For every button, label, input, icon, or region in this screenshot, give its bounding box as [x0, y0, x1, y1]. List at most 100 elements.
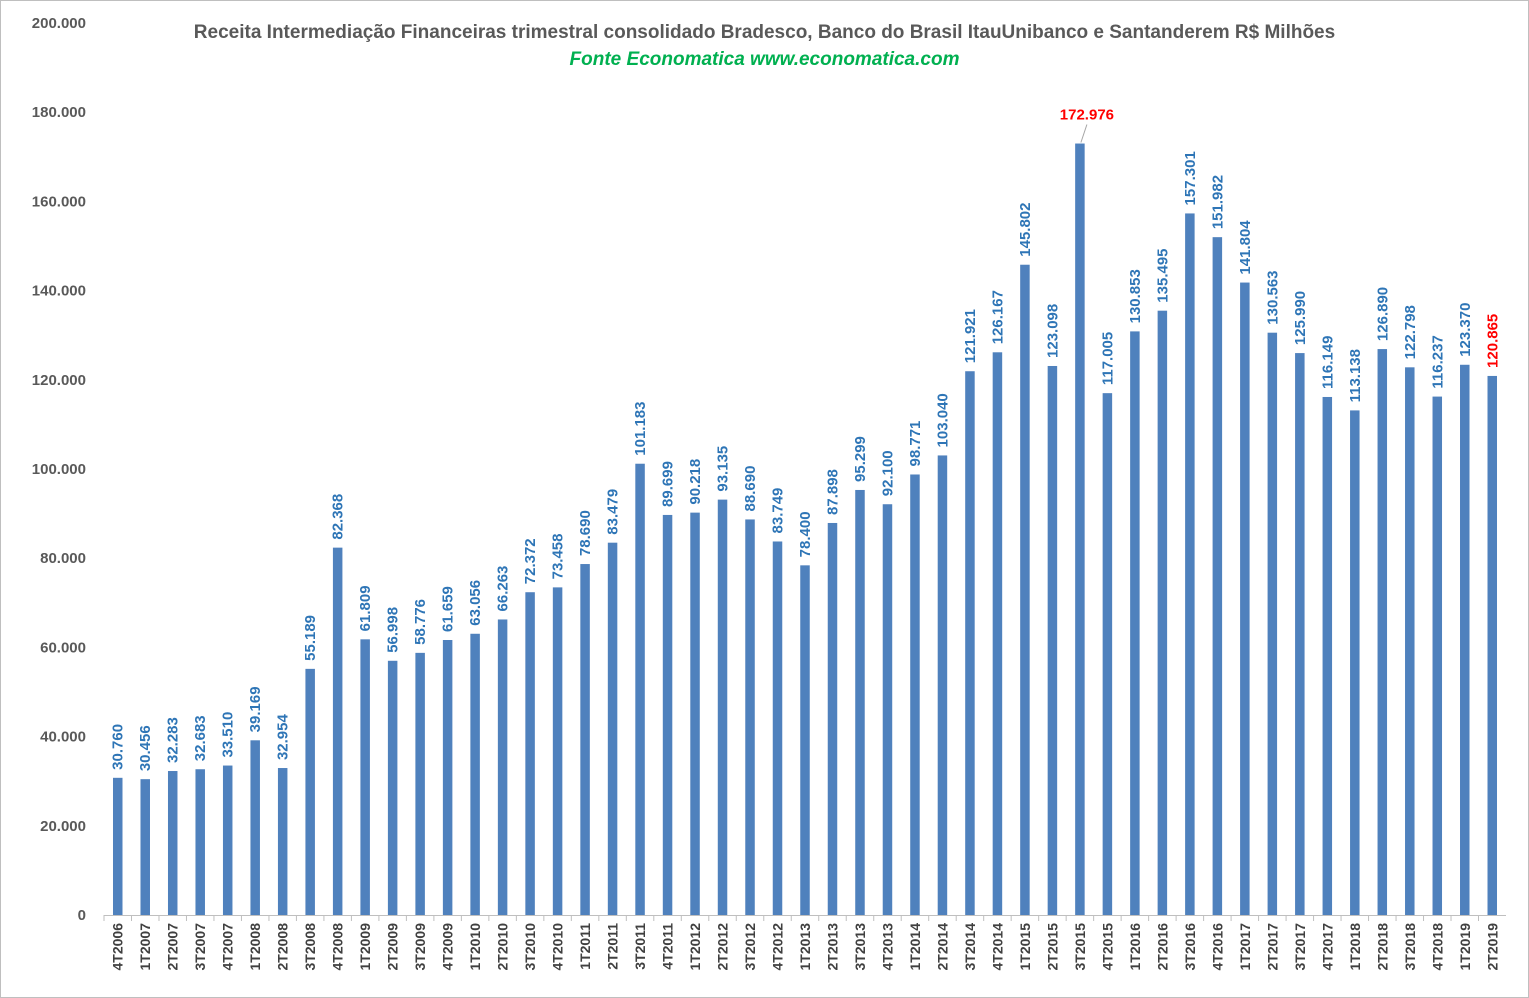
bar [1020, 264, 1030, 915]
bar [1405, 367, 1415, 915]
bar [1157, 310, 1168, 916]
bar [1212, 237, 1223, 915]
data-label: 117.005 [1099, 332, 1116, 385]
data-label: 63.056 [467, 580, 484, 626]
bar [882, 504, 893, 915]
x-tick-label: 1T2010 [467, 923, 483, 971]
data-label: 32.283 [165, 717, 182, 763]
bar [470, 633, 480, 915]
x-tick-label: 3T2018 [1402, 923, 1418, 971]
bar [1130, 331, 1140, 915]
bar [332, 547, 343, 915]
data-label: 78.690 [577, 510, 594, 556]
data-label: 126.167 [989, 290, 1006, 344]
data-label: 66.263 [495, 566, 512, 612]
bar [360, 639, 370, 915]
leader-line [1080, 124, 1088, 143]
bar [415, 652, 425, 915]
bar [222, 765, 233, 915]
bar [112, 777, 123, 915]
bar [525, 592, 535, 915]
x-tick-label: 3T2011 [632, 923, 648, 970]
y-tick-label: 120.000 [32, 372, 86, 389]
y-tick-label: 20.000 [40, 818, 86, 835]
bar [910, 474, 920, 915]
y-tick-label: 100.000 [32, 461, 86, 478]
bar [552, 587, 563, 915]
data-label: 116.237 [1429, 335, 1446, 388]
x-tick-label: 4T2006 [110, 923, 126, 971]
bar [1295, 353, 1305, 915]
bar [195, 769, 205, 915]
data-label: 82.368 [330, 494, 347, 540]
data-label: 88.690 [742, 466, 759, 512]
data-label: 56.998 [385, 607, 402, 653]
x-tick-label: 3T2007 [192, 923, 208, 971]
bar [250, 740, 260, 915]
data-labels: 30.760 30.456 32.283 32.683 33.510 39.169 32.9… [110, 107, 1502, 772]
x-tick-label: 4T2015 [1099, 923, 1115, 971]
bar [855, 489, 865, 915]
x-tick-label: 2T2012 [715, 923, 731, 971]
bar [1240, 282, 1250, 915]
x-tick-label: 1T2011 [577, 923, 593, 970]
y-tick-label: 200.000 [32, 15, 86, 32]
data-label: 103.040 [934, 393, 951, 447]
data-label: 172.976 [1060, 107, 1114, 124]
x-tick-label: 4T2009 [440, 923, 456, 971]
x-tick-label: 3T2008 [302, 923, 318, 971]
y-tick-label: 0 [78, 907, 86, 924]
bar [140, 779, 150, 915]
bar [1377, 349, 1388, 916]
data-label: 33.510 [220, 712, 237, 758]
x-tick-label: 1T2014 [907, 923, 923, 971]
bar [1487, 375, 1498, 915]
x-tick-label: 2T2017 [1264, 923, 1280, 971]
data-label: 130.563 [1264, 270, 1281, 324]
data-label: 98.771 [907, 421, 924, 467]
data-label: 58.776 [412, 599, 429, 645]
bar [442, 640, 453, 915]
x-tick-label: 3T2016 [1182, 923, 1198, 971]
data-label: 101.183 [632, 401, 649, 455]
data-label: 141.804 [1237, 220, 1254, 275]
x-tick-label: 3T2014 [962, 923, 978, 971]
x-tick-label: 1T2017 [1237, 923, 1253, 971]
data-label: 90.218 [687, 459, 704, 505]
bar [1075, 143, 1085, 915]
bar [690, 512, 700, 915]
x-tick-label: 3T2009 [412, 923, 428, 971]
data-label: 93.135 [715, 446, 732, 492]
bar [277, 768, 288, 915]
data-label: 39.169 [247, 686, 264, 732]
data-label: 135.495 [1154, 248, 1171, 302]
bar [717, 499, 728, 915]
bar [1322, 396, 1333, 915]
data-label: 113.138 [1347, 349, 1364, 402]
bar [1460, 364, 1470, 916]
data-label: 130.853 [1127, 269, 1144, 323]
bar [1185, 213, 1195, 915]
bar [497, 619, 508, 915]
x-tick-label: 2T2018 [1374, 923, 1390, 971]
data-label: 83.749 [770, 488, 787, 534]
x-tick-label: 1T2007 [137, 923, 153, 971]
x-tick-label: 3T2010 [522, 923, 538, 971]
x-tick-label: 4T2017 [1319, 923, 1335, 971]
bar [387, 660, 398, 915]
data-label: 30.456 [137, 725, 154, 771]
x-tick-label: 1T2008 [247, 923, 263, 971]
bar [580, 564, 590, 915]
data-label: 73.458 [550, 533, 567, 579]
bar [745, 519, 755, 915]
data-label: 32.954 [275, 713, 292, 760]
x-tick-label: 1T2018 [1347, 923, 1363, 971]
data-label: 61.659 [440, 586, 457, 632]
bar [772, 541, 783, 915]
data-label: 87.898 [824, 469, 841, 515]
bar [1102, 393, 1113, 915]
bar [827, 522, 838, 915]
data-label: 157.301 [1182, 151, 1199, 205]
data-label: 125.990 [1292, 291, 1309, 345]
